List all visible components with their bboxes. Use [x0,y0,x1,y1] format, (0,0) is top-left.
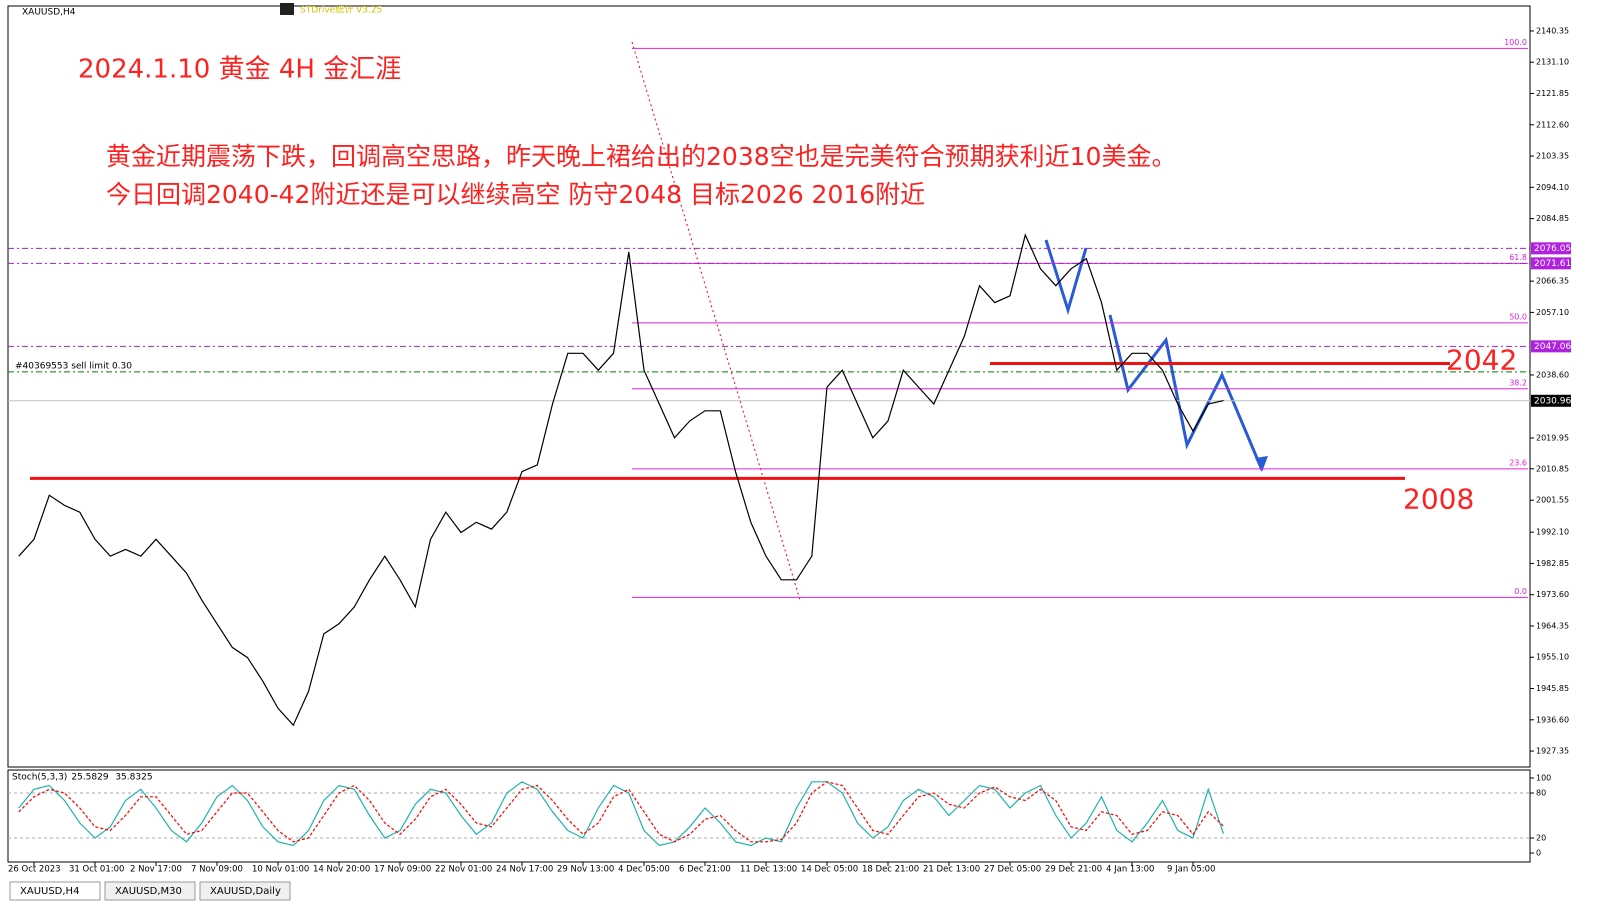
fib-label: 38.2 [1509,378,1527,387]
key-level-label: 2042 [1446,343,1517,376]
y-tick-label: 1936.60 [1536,715,1569,724]
price-box-label: 2071.61 [1534,259,1571,269]
note: 黄金近期震荡下跌，回调高空思路，昨天晚上裙给出的2038空也是完美符合预期获利近… [106,142,1176,171]
current-price-label: 2030.96 [1534,396,1571,406]
x-tick-label: 18 Dec 21:00 [862,865,919,875]
x-tick-label: 24 Nov 17:00 [496,865,553,875]
fib-label: 61.8 [1509,253,1527,262]
price-box [1531,242,1571,255]
y-tick-label: 1955.10 [1536,653,1569,662]
x-tick-label: 7 Nov 09:00 [191,865,243,875]
path-arrow [1108,314,1264,471]
chart-title: 2024.1.10 黄金 4H 金汇涯 [78,55,401,85]
x-tick-label: 10 Nov 01:00 [252,865,309,875]
key-level-label: 2008 [1403,482,1474,515]
series-line [18,781,1225,847]
order-label: #40369553 sell limit 0.30 [15,361,132,371]
price-box [1531,340,1571,353]
price-box-label: 2047.06 [1534,342,1571,352]
stoch-title: Stoch(5,3,3) [12,773,67,783]
note: 今日回调2040-42附近还是可以继续高空 防守2048 目标2026 2016… [106,180,925,209]
tab-label[interactable]: XAUUSD,Daily [210,886,281,897]
y-tick-label: 2131.10 [1536,58,1569,67]
y-tick-label: 80 [1536,789,1546,798]
x-tick-label: 22 Nov 01:00 [435,865,492,875]
current-price-box [1531,394,1571,407]
price-box-label: 2076.05 [1534,244,1571,254]
x-tick-label: 21 Dec 13:00 [923,865,980,875]
trend-line [631,41,801,601]
y-tick-label: 2112.60 [1536,120,1569,129]
y-tick-label: 2057.10 [1536,308,1569,317]
y-tick-label: 100 [1536,774,1551,783]
x-tick-label: 27 Dec 05:00 [984,865,1041,875]
y-tick-label: 2084.85 [1536,214,1569,223]
y-tick-label: 2066.35 [1536,277,1569,286]
x-tick-label: 29 Nov 13:00 [557,865,614,875]
y-tick-label: 2103.35 [1536,152,1569,161]
series-line [18,781,1224,843]
stoch-d: 35.8325 [115,773,152,783]
stoch-frame [7,769,1531,863]
y-tick-label: 1964.35 [1536,621,1569,630]
y-tick-label: 1973.60 [1536,590,1569,599]
x-tick-label: 29 Dec 21:00 [1045,865,1102,875]
fib-label: 23.6 [1509,458,1527,467]
y-tick-label: 2140.35 [1536,26,1569,35]
indicator-icon [280,3,294,15]
fib-label: 100.0 [1504,38,1527,47]
x-tick-label: 14 Nov 20:00 [313,865,370,875]
tab[interactable] [9,881,101,901]
x-tick-label: 17 Nov 09:00 [374,865,431,875]
y-tick-label: 1945.85 [1536,684,1569,693]
symbol-label: XAUUSD,H4 [22,8,76,18]
tab-label[interactable]: XAUUSD,M30 [115,886,182,897]
x-tick-label: 4 Jan 13:00 [1106,865,1154,875]
y-tick-label: 0 [1536,849,1541,858]
indicator-label: STDrive统计 V3.25 [300,4,382,16]
main-frame [7,5,1531,768]
tab[interactable] [199,881,291,901]
x-tick-label: 31 Oct 01:00 [69,865,124,875]
y-tick-label: 2121.85 [1536,89,1569,98]
x-tick-label: 9 Jan 05:00 [1167,865,1215,875]
fib-label: 0.0 [1514,587,1527,596]
x-tick-label: 11 Dec 13:00 [740,865,797,875]
y-tick-label: 2038.60 [1536,370,1569,379]
price-box [1531,257,1571,270]
x-tick-label: 2 Nov 17:00 [130,865,182,875]
y-tick-label: 2094.10 [1536,183,1569,192]
x-tick-label: 6 Dec 21:00 [679,865,731,875]
y-tick-label: 1992.10 [1536,528,1569,537]
y-tick-label: 1927.35 [1536,747,1569,756]
y-tick-label: 2010.85 [1536,464,1569,473]
series-line [18,233,1224,727]
tab-label[interactable]: XAUUSD,H4 [20,886,79,897]
y-tick-label: 2019.95 [1536,433,1569,442]
tab[interactable] [104,881,196,901]
x-tick-label: 26 Oct 2023 [8,865,61,875]
y-tick-label: 2001.55 [1536,496,1569,505]
y-tick-label: 20 [1536,834,1546,843]
arrow-head [1255,456,1268,472]
x-tick-label: 4 Dec 05:00 [618,865,670,875]
fib-label: 50.0 [1509,312,1527,321]
y-tick-label: 1982.85 [1536,559,1569,568]
x-tick-label: 14 Dec 05:00 [801,865,858,875]
stoch-k: 25.5829 [71,773,108,783]
